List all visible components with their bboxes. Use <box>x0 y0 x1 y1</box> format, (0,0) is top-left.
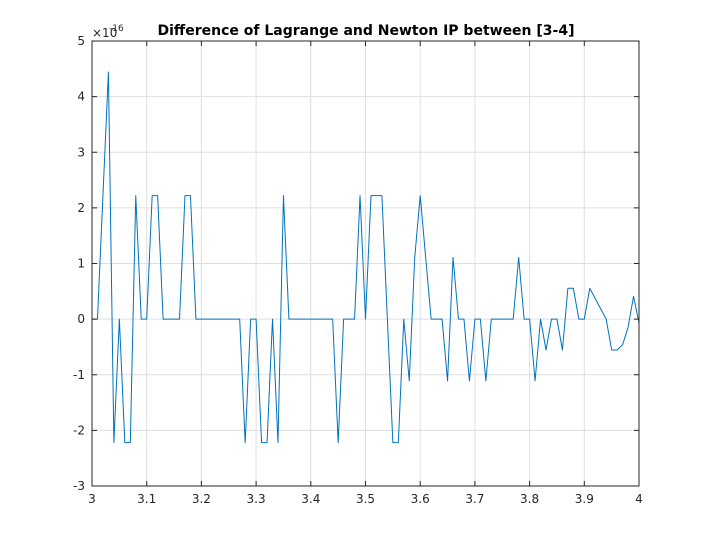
tick-marks <box>91 40 640 487</box>
y-tick-label: 4 <box>77 90 85 104</box>
axis-exponent-power: -16 <box>109 24 124 34</box>
y-tick-label: -1 <box>73 368 85 382</box>
y-tick-label: 1 <box>77 257 85 271</box>
x-tick-label: 3.8 <box>520 492 539 506</box>
y-tick-label: -3 <box>73 479 85 493</box>
x-tick-label: 3.4 <box>301 492 320 506</box>
x-tick-label: 4 <box>635 492 643 506</box>
y-tick-label: 0 <box>77 312 85 326</box>
chart-title: Difference of Lagrange and Newton IP bet… <box>158 23 575 39</box>
series-line <box>92 71 640 444</box>
x-tick-label: 3.2 <box>192 492 211 506</box>
x-tick-label: 3.9 <box>575 492 594 506</box>
x-tick-label: 3.5 <box>356 492 375 506</box>
y-tick-label: -2 <box>73 423 85 437</box>
y-tick-label: 3 <box>77 145 85 159</box>
series-layer <box>92 71 640 444</box>
x-tick-label: 3.7 <box>465 492 484 506</box>
x-tick-label: 3.6 <box>411 492 430 506</box>
x-tick-label: 3.3 <box>247 492 266 506</box>
y-tick-label: 5 <box>77 34 85 48</box>
x-tick-label: 3.1 <box>137 492 156 506</box>
axis-exponent-base: ×10 <box>92 26 117 40</box>
y-tick-label: 2 <box>77 201 85 215</box>
x-tick-labels: 3 3.1 3.2 3.3 3.4 3.5 3.6 3.7 3.8 3.9 4 <box>88 492 643 506</box>
x-tick-label: 3 <box>88 492 96 506</box>
y-tick-labels: -3 -2 -1 0 1 2 3 4 5 <box>73 34 85 493</box>
